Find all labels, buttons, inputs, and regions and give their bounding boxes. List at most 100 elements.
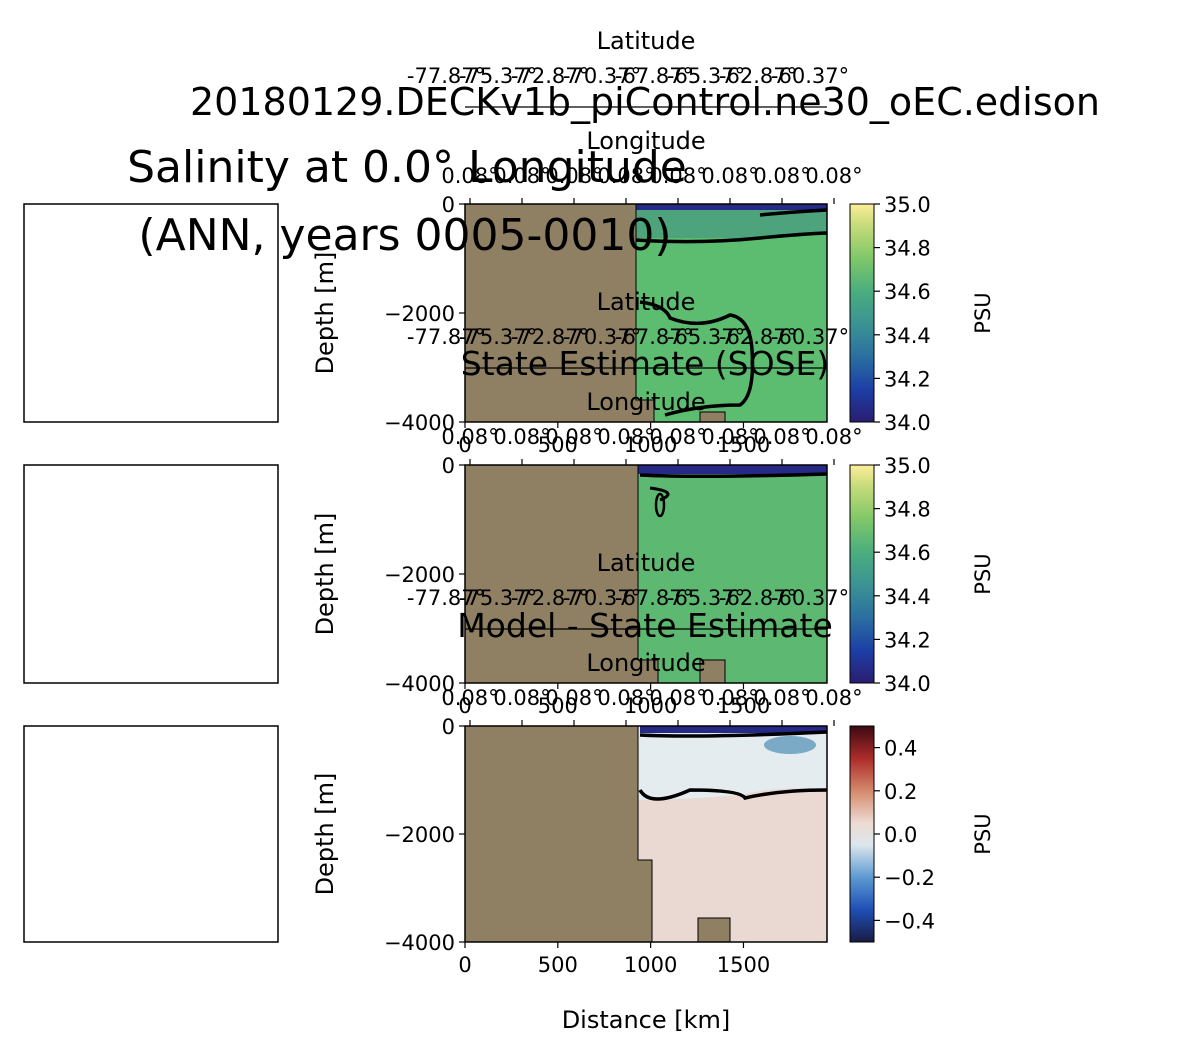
longitude-tick-label: 0.08° [545, 686, 602, 710]
latitude-tick-label: -67.87° [615, 586, 693, 610]
longitude-tick-label: 0.08° [701, 425, 758, 449]
latitude-tick-label: -72.87° [511, 325, 589, 349]
x-tick-label: 500 [538, 694, 578, 718]
longitude-axis-label: Longitude [586, 127, 705, 155]
latitude-tick-label: -62.87° [719, 325, 797, 349]
axis-ticks: 0 −2000 −4000 Depth [m] 0 500 1000 1500 Latitude… [311, 27, 995, 977]
latitude-axis-label: Latitude [597, 549, 696, 577]
latitude-tick-label: -75.37° [459, 586, 537, 610]
y-axis-label: Depth [m] [311, 513, 339, 636]
longitude-tick-label: 0.08° [493, 164, 550, 188]
colorbar-tick-label: −0.2 [884, 866, 935, 890]
colorbar-tick-label: 34.2 [884, 367, 931, 391]
longitude-tick-label: 0.08° [805, 164, 862, 188]
latitude-tick-label: -75.37° [459, 64, 537, 88]
longitude-tick-label: 0.08° [441, 686, 498, 710]
colorbar-tick-label: 34.4 [884, 324, 931, 348]
colorbar-label: PSU [971, 813, 995, 854]
latitude-tick-label: -72.87° [511, 586, 589, 610]
y-tick-label: −2000 [384, 823, 455, 847]
y-axis-label: Depth [m] [311, 773, 339, 896]
x-tick-label: 1500 [717, 953, 770, 977]
x-tick-label: 1500 [717, 433, 770, 457]
longitude-tick-label: 0.08° [597, 164, 654, 188]
latitude-tick-label: -65.37° [667, 586, 745, 610]
land-mask [464, 725, 653, 943]
longitude-tick-label: 0.08° [753, 164, 810, 188]
panel-title-sose: State Estimate (SOSE) [461, 344, 830, 383]
x-tick-label: 1000 [624, 953, 677, 977]
colorbar-tick-label: 35.0 [884, 454, 931, 478]
colorbar-tick-label: −0.4 [884, 909, 935, 933]
x-axis-label: Distance [km] [562, 1006, 731, 1034]
longitude-tick-label: 0.08° [753, 686, 810, 710]
y-tick-label: 0 [442, 454, 455, 478]
latitude-tick-label: -62.87° [719, 64, 797, 88]
inset-map-box [23, 464, 279, 684]
isohaline-contour [639, 300, 755, 417]
latitude-tick-label: -65.37° [667, 64, 745, 88]
y-tick-label: 0 [442, 193, 455, 217]
colorbar-tick-label: 35.0 [884, 193, 931, 217]
colorbar [849, 464, 875, 684]
x-tick-label: 1000 [624, 694, 677, 718]
colorbar-tick-label: 0.0 [884, 823, 917, 847]
y-tick-label: −2000 [384, 563, 455, 587]
main-title-line-2: (ANN, years 0005-0010) [138, 210, 671, 261]
y-tick-label: −4000 [384, 411, 455, 435]
x-tick-label: 1000 [624, 433, 677, 457]
colorbar-tick-label: 34.6 [884, 280, 931, 304]
longitude-tick-label: 0.08° [649, 686, 706, 710]
longitude-tick-label: 0.08° [753, 425, 810, 449]
inset-map-box [23, 203, 279, 423]
latitude-axis-label: Latitude [597, 288, 696, 316]
latitude-tick-label: -60.37° [771, 64, 849, 88]
panel-model [464, 203, 828, 423]
latitude-tick-label: -77.87° [407, 325, 485, 349]
seamount [697, 917, 731, 943]
longitude-tick-label: 0.08° [493, 686, 550, 710]
fresh-anomaly [764, 736, 816, 754]
x-tick-label: 0 [458, 433, 471, 457]
x-tick-label: 500 [538, 953, 578, 977]
latitude-tick-label: -67.87° [615, 325, 693, 349]
longitude-tick-label: 0.08° [649, 164, 706, 188]
latitude-tick-label: -72.87° [511, 64, 589, 88]
colorbar-tick-label: 0.4 [884, 737, 917, 761]
fresh-surface-layer [636, 204, 827, 210]
isohaline-contour [638, 788, 828, 801]
longitude-tick-label: 0.08° [597, 686, 654, 710]
longitude-tick-label: 0.08° [545, 425, 602, 449]
isohaline-contour [639, 472, 828, 479]
y-tick-label: 0 [442, 715, 455, 739]
y-axis-label: Depth [m] [311, 252, 339, 375]
longitude-tick-label: 0.08° [805, 686, 862, 710]
longitude-tick-label: 0.08° [493, 425, 550, 449]
latitude-tick-label: -60.37° [771, 586, 849, 610]
isohaline-contour [639, 730, 828, 738]
longitude-tick-label: 0.08° [701, 686, 758, 710]
latitude-tick-label: -70.37° [563, 325, 641, 349]
y-tick-label: −2000 [384, 302, 455, 326]
colorbar-label: PSU [971, 553, 995, 594]
colorbar-tick-label: 34.8 [884, 498, 931, 522]
colorbar-tick-label: 34.0 [884, 411, 931, 435]
latitude-tick-label: -67.87° [615, 64, 693, 88]
latitude-tick-label: -65.37° [667, 325, 745, 349]
fresh-surface-layer [640, 726, 827, 733]
y-tick-label: −4000 [384, 931, 455, 955]
colorbar-tick-label: 34.8 [884, 237, 931, 261]
latitude-tick-label: -60.37° [771, 325, 849, 349]
isohaline-contour [635, 231, 828, 244]
colorbar [849, 725, 875, 943]
longitude-tick-label: 0.08° [441, 164, 498, 188]
latitude-tick-label: -70.37° [563, 586, 641, 610]
latitude-tick-label: -62.87° [719, 586, 797, 610]
isohaline-contour [654, 492, 666, 518]
latitude-tick-label: -77.87° [407, 64, 485, 88]
panel-title-difference: Model - State Estimate [457, 606, 833, 645]
inset-map-box [23, 725, 279, 943]
fresh-surface-layer [638, 465, 827, 474]
colorbar-tick-label: 34.2 [884, 628, 931, 652]
colorbar-label: PSU [971, 292, 995, 333]
